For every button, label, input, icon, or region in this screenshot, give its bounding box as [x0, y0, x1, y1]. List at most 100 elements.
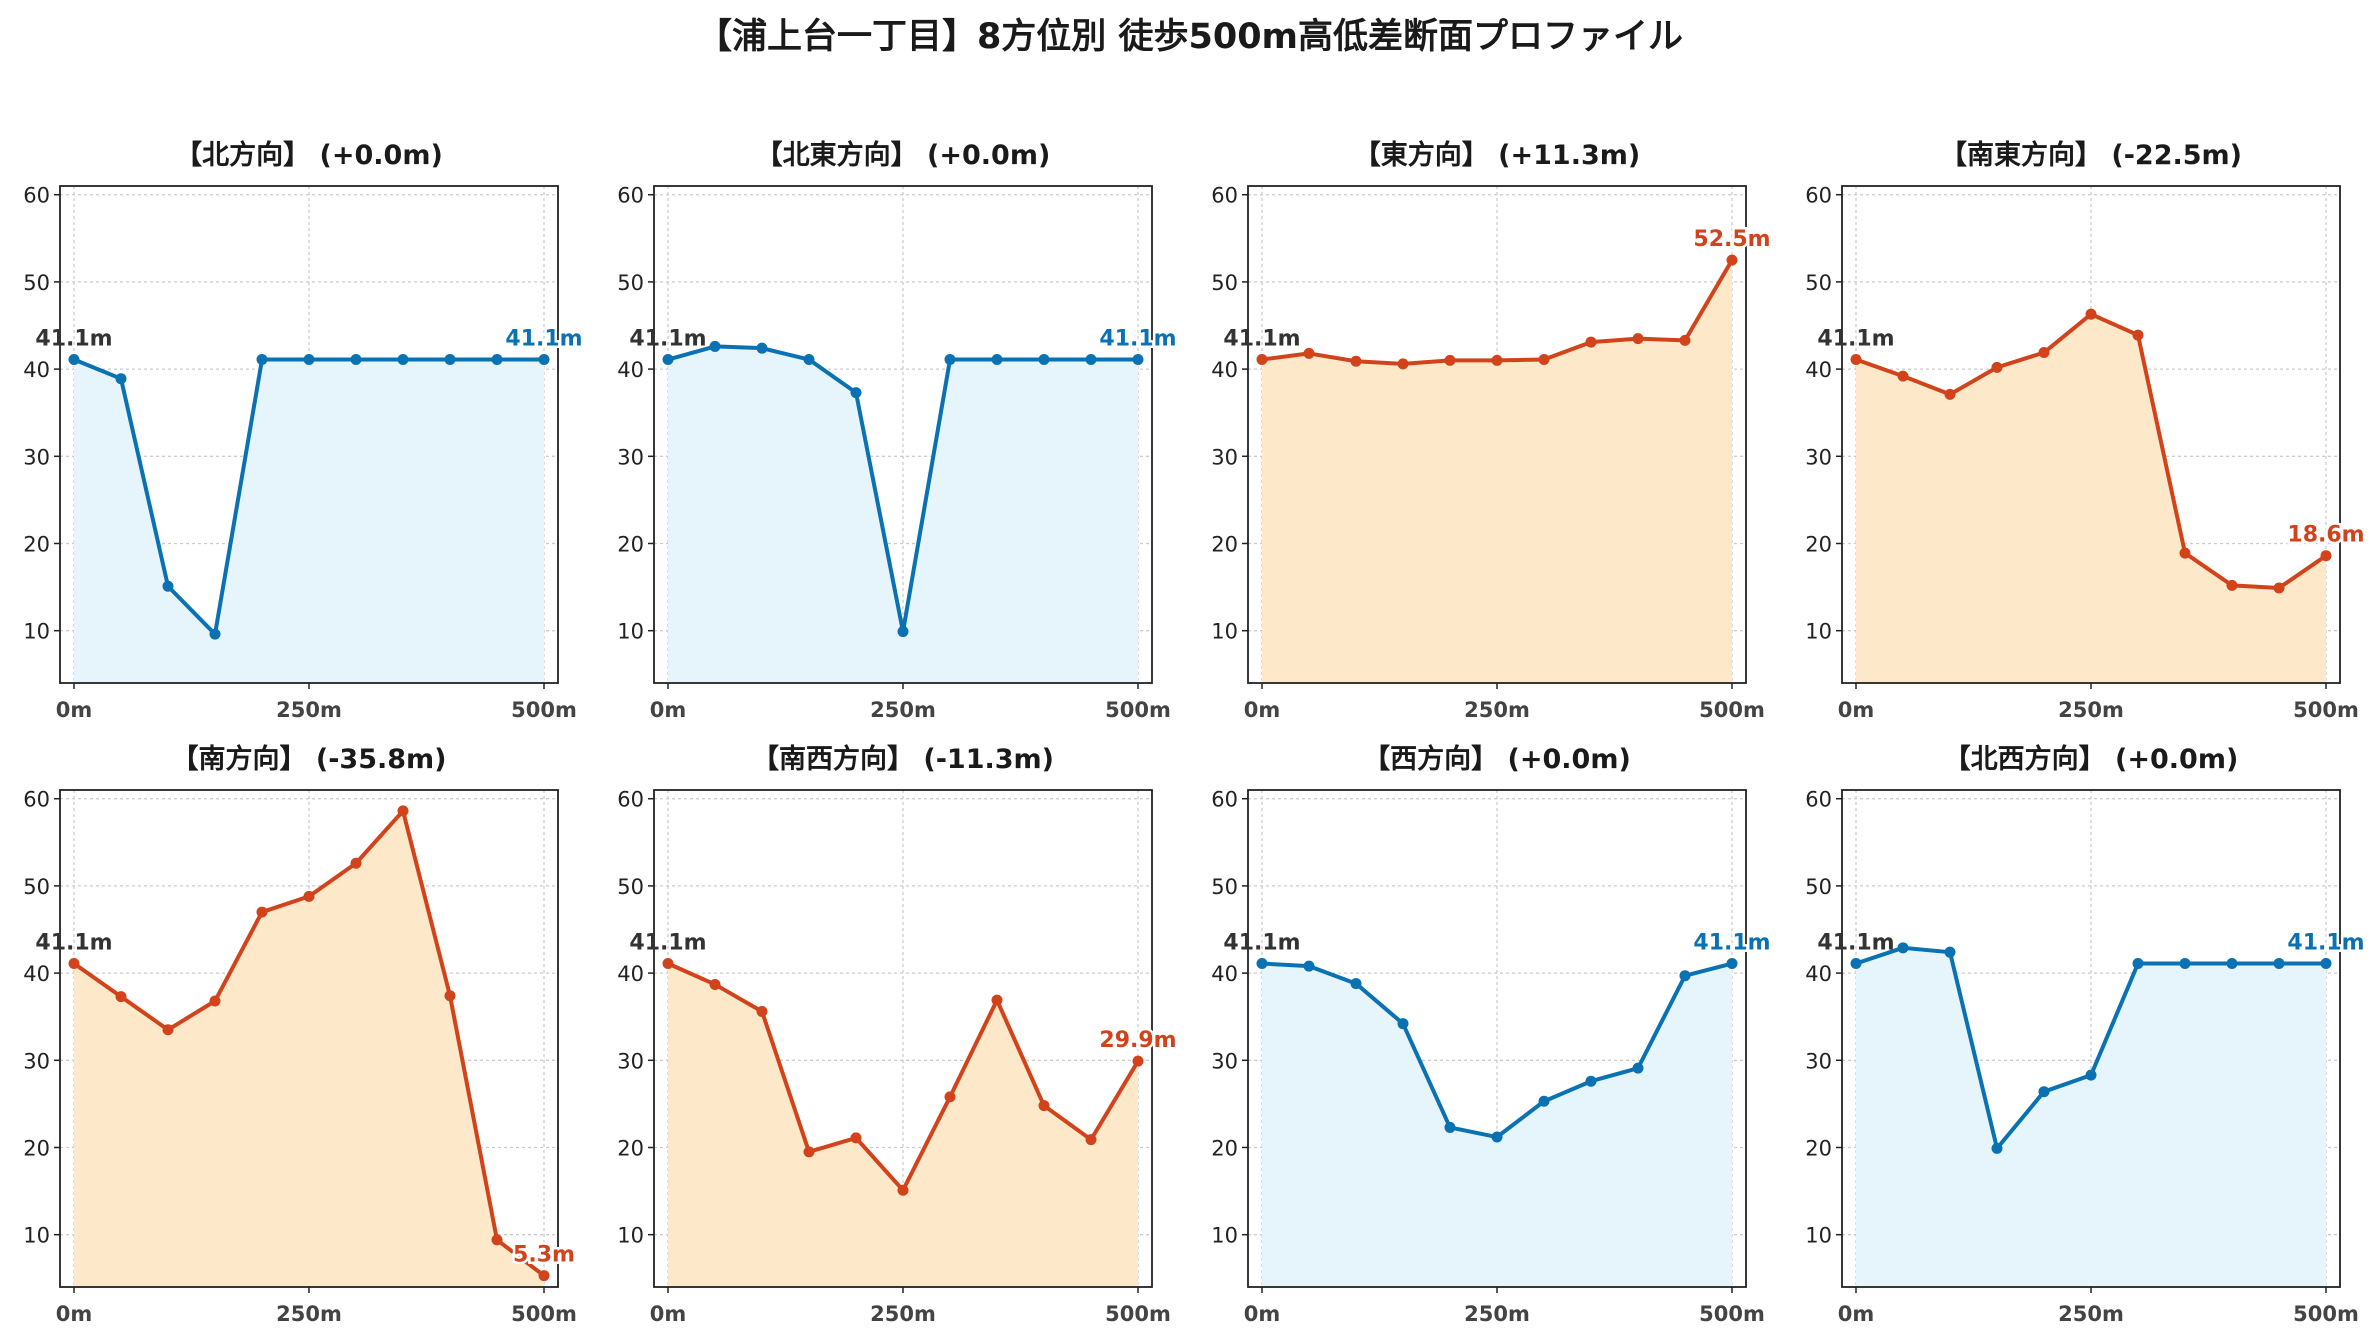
- start-elevation-label: 41.1m: [1817, 931, 1894, 956]
- x-tick-label: 0m: [1838, 1302, 1875, 1326]
- data-point: [68, 354, 80, 366]
- y-tick-label: 20: [617, 1136, 644, 1160]
- data-point: [491, 354, 503, 366]
- data-point: [444, 990, 456, 1002]
- data-point: [1897, 370, 1909, 382]
- y-tick-label: 30: [1211, 1049, 1238, 1073]
- area-fill: [74, 810, 544, 1287]
- page-title: 【浦上台一丁目】8方位別 徒歩500m高低差断面プロファイル: [696, 17, 1684, 57]
- y-tick-label: 30: [23, 1049, 50, 1073]
- area-fill: [1262, 963, 1732, 1287]
- start-elevation-label: 41.1m: [1817, 327, 1894, 352]
- data-point: [1350, 978, 1362, 990]
- data-point: [162, 580, 174, 592]
- data-point: [350, 857, 362, 869]
- chart-panel-4: 【南方向】 (-35.8m) 10 20 30 40 50 60 0m 250m 500m 41.1…: [23, 743, 577, 1326]
- data-point: [1132, 354, 1144, 366]
- end-elevation-label: 41.1m: [1693, 931, 1770, 956]
- data-point: [1679, 334, 1691, 346]
- data-point: [397, 805, 409, 817]
- x-tick-label: 500m: [1699, 1302, 1765, 1326]
- area-fill: [1856, 314, 2326, 683]
- data-point: [1850, 354, 1862, 366]
- area-fill: [668, 346, 1138, 683]
- data-point: [2320, 550, 2332, 562]
- x-tick-label: 250m: [1464, 1302, 1530, 1326]
- y-tick-label: 10: [23, 1224, 50, 1248]
- data-point: [2085, 308, 2097, 320]
- chart-panel-1: 【北東方向】 (+0.0m) 10 20 30 40 50 60 0m 250m 500m 41.1…: [617, 139, 1179, 722]
- data-point: [1085, 1134, 1097, 1146]
- chart-title: 【東方向】 (+11.3m): [1354, 139, 1640, 171]
- chart-panel-2: 【東方向】 (+11.3m) 10 20 30 40 50 60 0m 250m 500m 41.1…: [1211, 139, 1773, 722]
- chart-panel-5: 【南西方向】 (-11.3m) 10 20 30 40 50 60 0m 250m 500m 41.…: [617, 743, 1179, 1326]
- data-point: [2320, 958, 2332, 970]
- start-elevation-label: 41.1m: [35, 327, 112, 352]
- y-tick-label: 20: [1211, 532, 1238, 556]
- data-point: [1038, 1100, 1050, 1112]
- y-tick-label: 40: [617, 962, 644, 986]
- data-point: [256, 354, 268, 366]
- y-tick-label: 20: [23, 1136, 50, 1160]
- data-point: [2179, 958, 2191, 970]
- y-tick-label: 50: [1211, 271, 1238, 295]
- y-tick-label: 40: [1211, 962, 1238, 986]
- x-tick-label: 0m: [1244, 698, 1281, 722]
- y-tick-label: 40: [1805, 962, 1832, 986]
- data-point: [303, 890, 315, 902]
- data-point: [803, 1146, 815, 1158]
- y-tick-label: 30: [1211, 445, 1238, 469]
- data-point: [397, 354, 409, 366]
- y-tick-label: 60: [617, 788, 644, 812]
- data-point: [256, 906, 268, 918]
- x-tick-label: 0m: [56, 1302, 93, 1326]
- data-point: [1085, 354, 1097, 366]
- chart-title: 【南方向】 (-35.8m): [171, 743, 446, 775]
- chart-panel-7: 【北西方向】 (+0.0m) 10 20 30 40 50 60 0m 250m 500m 41.1…: [1805, 743, 2367, 1326]
- y-tick-label: 30: [617, 445, 644, 469]
- data-point: [1038, 354, 1050, 366]
- x-tick-label: 0m: [1244, 1302, 1281, 1326]
- data-point: [68, 958, 80, 970]
- data-point: [2226, 958, 2238, 970]
- x-tick-label: 250m: [2058, 698, 2124, 722]
- data-point: [209, 628, 221, 640]
- data-point: [2273, 958, 2285, 970]
- x-tick-label: 0m: [650, 698, 687, 722]
- y-tick-label: 10: [23, 620, 50, 644]
- y-tick-label: 40: [23, 962, 50, 986]
- x-tick-label: 250m: [870, 698, 936, 722]
- x-tick-label: 250m: [276, 698, 342, 722]
- data-point: [350, 354, 362, 366]
- y-tick-label: 10: [1805, 620, 1832, 644]
- y-tick-label: 10: [617, 1224, 644, 1248]
- data-point: [1538, 354, 1550, 366]
- start-elevation-label: 41.1m: [1223, 931, 1300, 956]
- data-point: [1303, 960, 1315, 972]
- y-tick-label: 60: [23, 788, 50, 812]
- x-tick-label: 500m: [511, 698, 577, 722]
- y-tick-label: 10: [1211, 620, 1238, 644]
- data-point: [1444, 1121, 1456, 1133]
- data-point: [1632, 1062, 1644, 1074]
- y-tick-label: 20: [23, 532, 50, 556]
- y-tick-label: 20: [1211, 1136, 1238, 1160]
- data-point: [209, 995, 221, 1007]
- chart-panel-3: 【南東方向】 (-22.5m) 10 20 30 40 50 60 0m 250m 500m 41.…: [1805, 139, 2367, 722]
- y-tick-label: 50: [617, 271, 644, 295]
- data-point: [662, 958, 674, 970]
- data-point: [2132, 329, 2144, 341]
- data-point: [897, 626, 909, 638]
- y-tick-label: 10: [1805, 1224, 1832, 1248]
- data-point: [850, 1132, 862, 1144]
- start-elevation-label: 41.1m: [1223, 327, 1300, 352]
- data-point: [1944, 946, 1956, 958]
- data-point: [303, 354, 315, 366]
- x-tick-label: 250m: [2058, 1302, 2124, 1326]
- y-tick-label: 40: [1805, 358, 1832, 382]
- data-point: [1397, 1018, 1409, 1030]
- data-point: [1491, 1131, 1503, 1143]
- data-point: [709, 340, 721, 352]
- data-point: [1444, 354, 1456, 366]
